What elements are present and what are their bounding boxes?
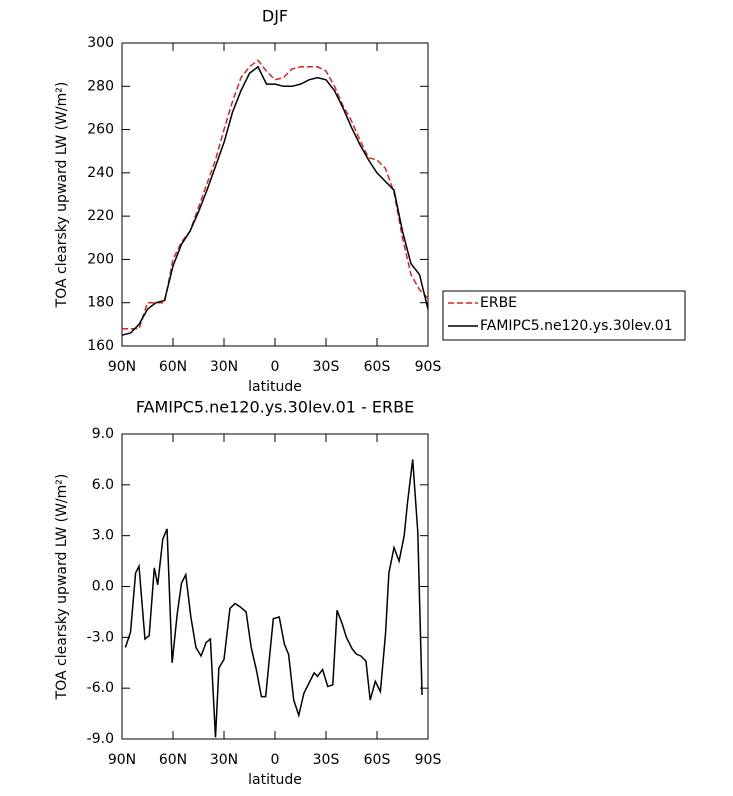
y-tick-label: 0.0: [92, 579, 114, 595]
plot-frame: [121, 42, 429, 347]
x-axis-label: latitude: [248, 379, 302, 395]
y-tick-label: -3.0: [87, 629, 114, 645]
y-tick-label: 9.0: [92, 426, 114, 442]
y-tick-label: 160: [87, 338, 114, 354]
data-line: [121, 65, 429, 336]
plot-frame: [121, 433, 429, 740]
x-tick-label: 90S: [415, 752, 442, 768]
y-tick-label: 6.0: [92, 477, 114, 493]
x-tick-label: 30N: [210, 359, 238, 375]
x-tick-label: 0: [271, 752, 280, 768]
x-tick-label: 60S: [364, 359, 391, 375]
x-tick-label: 60N: [159, 752, 187, 768]
y-tick-label: 200: [87, 251, 114, 267]
y-tick-label: 3.0: [92, 528, 114, 544]
x-tick-label: 30S: [313, 359, 340, 375]
x-tick-label: 90N: [108, 752, 136, 768]
y-tick-label: 240: [87, 165, 114, 181]
x-tick-label: 60S: [364, 752, 391, 768]
chart-title: DJF: [262, 7, 288, 26]
y-axis-label: TOA clearsky upward LW (W/m²): [54, 82, 70, 309]
x-tick-label: 30N: [210, 752, 238, 768]
x-tick-label: 30S: [313, 752, 340, 768]
y-axis-label: TOA clearsky upward LW (W/m²): [54, 474, 70, 701]
data-line: [124, 459, 423, 738]
y-tick-label: 300: [87, 35, 114, 51]
x-tick-label: 90S: [415, 359, 442, 375]
y-tick-label: -9.0: [87, 731, 114, 747]
legend-label: FAMIPC5.ne120.ys.30lev.01: [480, 318, 673, 334]
y-tick-label: 180: [87, 295, 114, 311]
legend-box: [442, 290, 686, 341]
y-tick-label: 220: [87, 208, 114, 224]
y-tick-label: 260: [87, 122, 114, 138]
x-tick-label: 90N: [108, 359, 136, 375]
y-tick-label: 280: [87, 78, 114, 94]
y-tick-label: -6.0: [87, 680, 114, 696]
x-axis-label: latitude: [248, 772, 302, 788]
legend-label: ERBE: [480, 295, 517, 311]
chart-title: FAMIPC5.ne120.ys.30lev.01 - ERBE: [136, 398, 414, 417]
x-tick-label: 0: [271, 359, 280, 375]
x-tick-label: 60N: [159, 359, 187, 375]
